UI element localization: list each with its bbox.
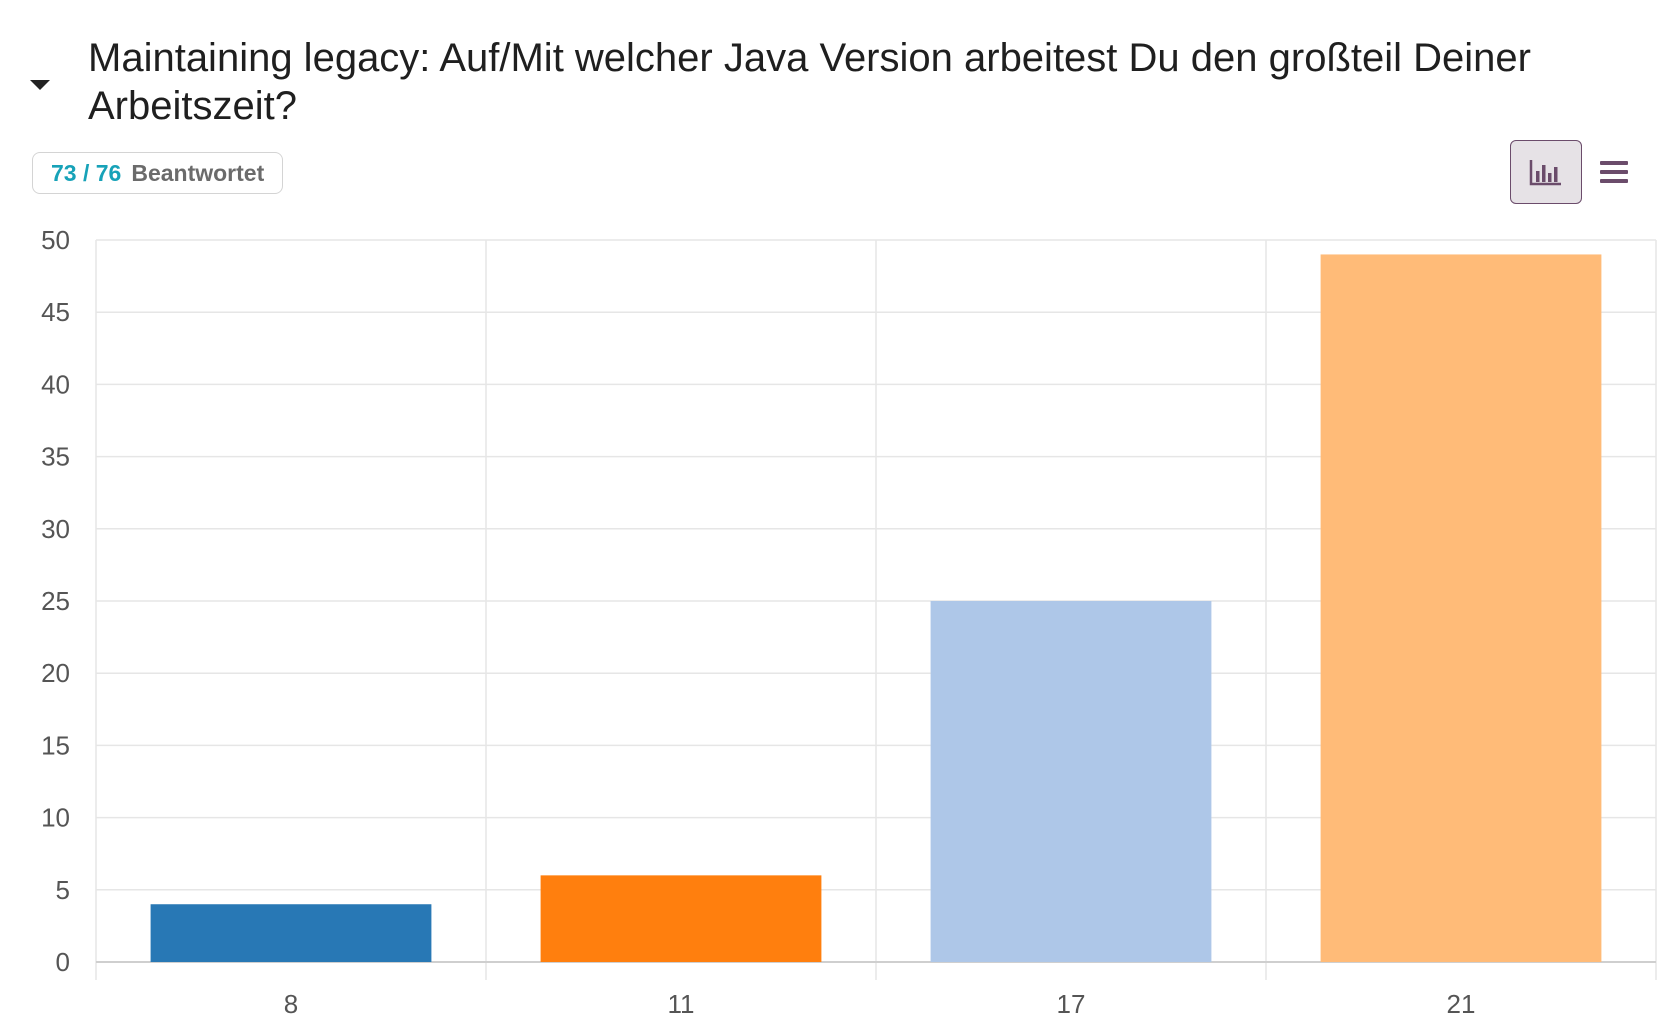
y-tick-label: 25 bbox=[41, 586, 70, 616]
y-tick-label: 0 bbox=[56, 947, 70, 977]
x-tick-label: 8 bbox=[284, 989, 298, 1019]
answered-label: Beantwortet bbox=[131, 159, 265, 186]
y-tick-label: 20 bbox=[41, 658, 70, 688]
y-tick-label: 5 bbox=[56, 875, 70, 905]
y-tick-label: 35 bbox=[41, 442, 70, 472]
collapse-caret-icon[interactable] bbox=[30, 80, 50, 90]
x-tick-label: 11 bbox=[668, 989, 695, 1019]
y-tick-label: 50 bbox=[41, 225, 70, 255]
answered-count: 73 / 76 bbox=[51, 159, 122, 186]
list-view-button[interactable] bbox=[1594, 150, 1634, 194]
bar-chart-icon bbox=[1529, 160, 1561, 186]
chart-view-button[interactable] bbox=[1510, 140, 1582, 204]
bar bbox=[150, 904, 432, 962]
question-title: Maintaining legacy: Auf/Mit welcher Java… bbox=[88, 36, 1531, 128]
y-tick-label: 30 bbox=[41, 514, 70, 544]
answered-badge: 73 / 76 Beantwortet bbox=[32, 152, 284, 194]
y-tick-label: 40 bbox=[41, 369, 70, 399]
x-tick-label: 21 bbox=[1447, 989, 1476, 1019]
hamburger-menu-icon bbox=[1600, 161, 1628, 183]
x-tick-label: 17 bbox=[1057, 989, 1086, 1019]
y-tick-label: 10 bbox=[41, 803, 70, 833]
bar bbox=[540, 875, 822, 962]
y-tick-label: 15 bbox=[41, 730, 70, 760]
bar bbox=[1320, 254, 1602, 962]
y-tick-label: 45 bbox=[41, 297, 70, 327]
bar bbox=[930, 601, 1212, 962]
